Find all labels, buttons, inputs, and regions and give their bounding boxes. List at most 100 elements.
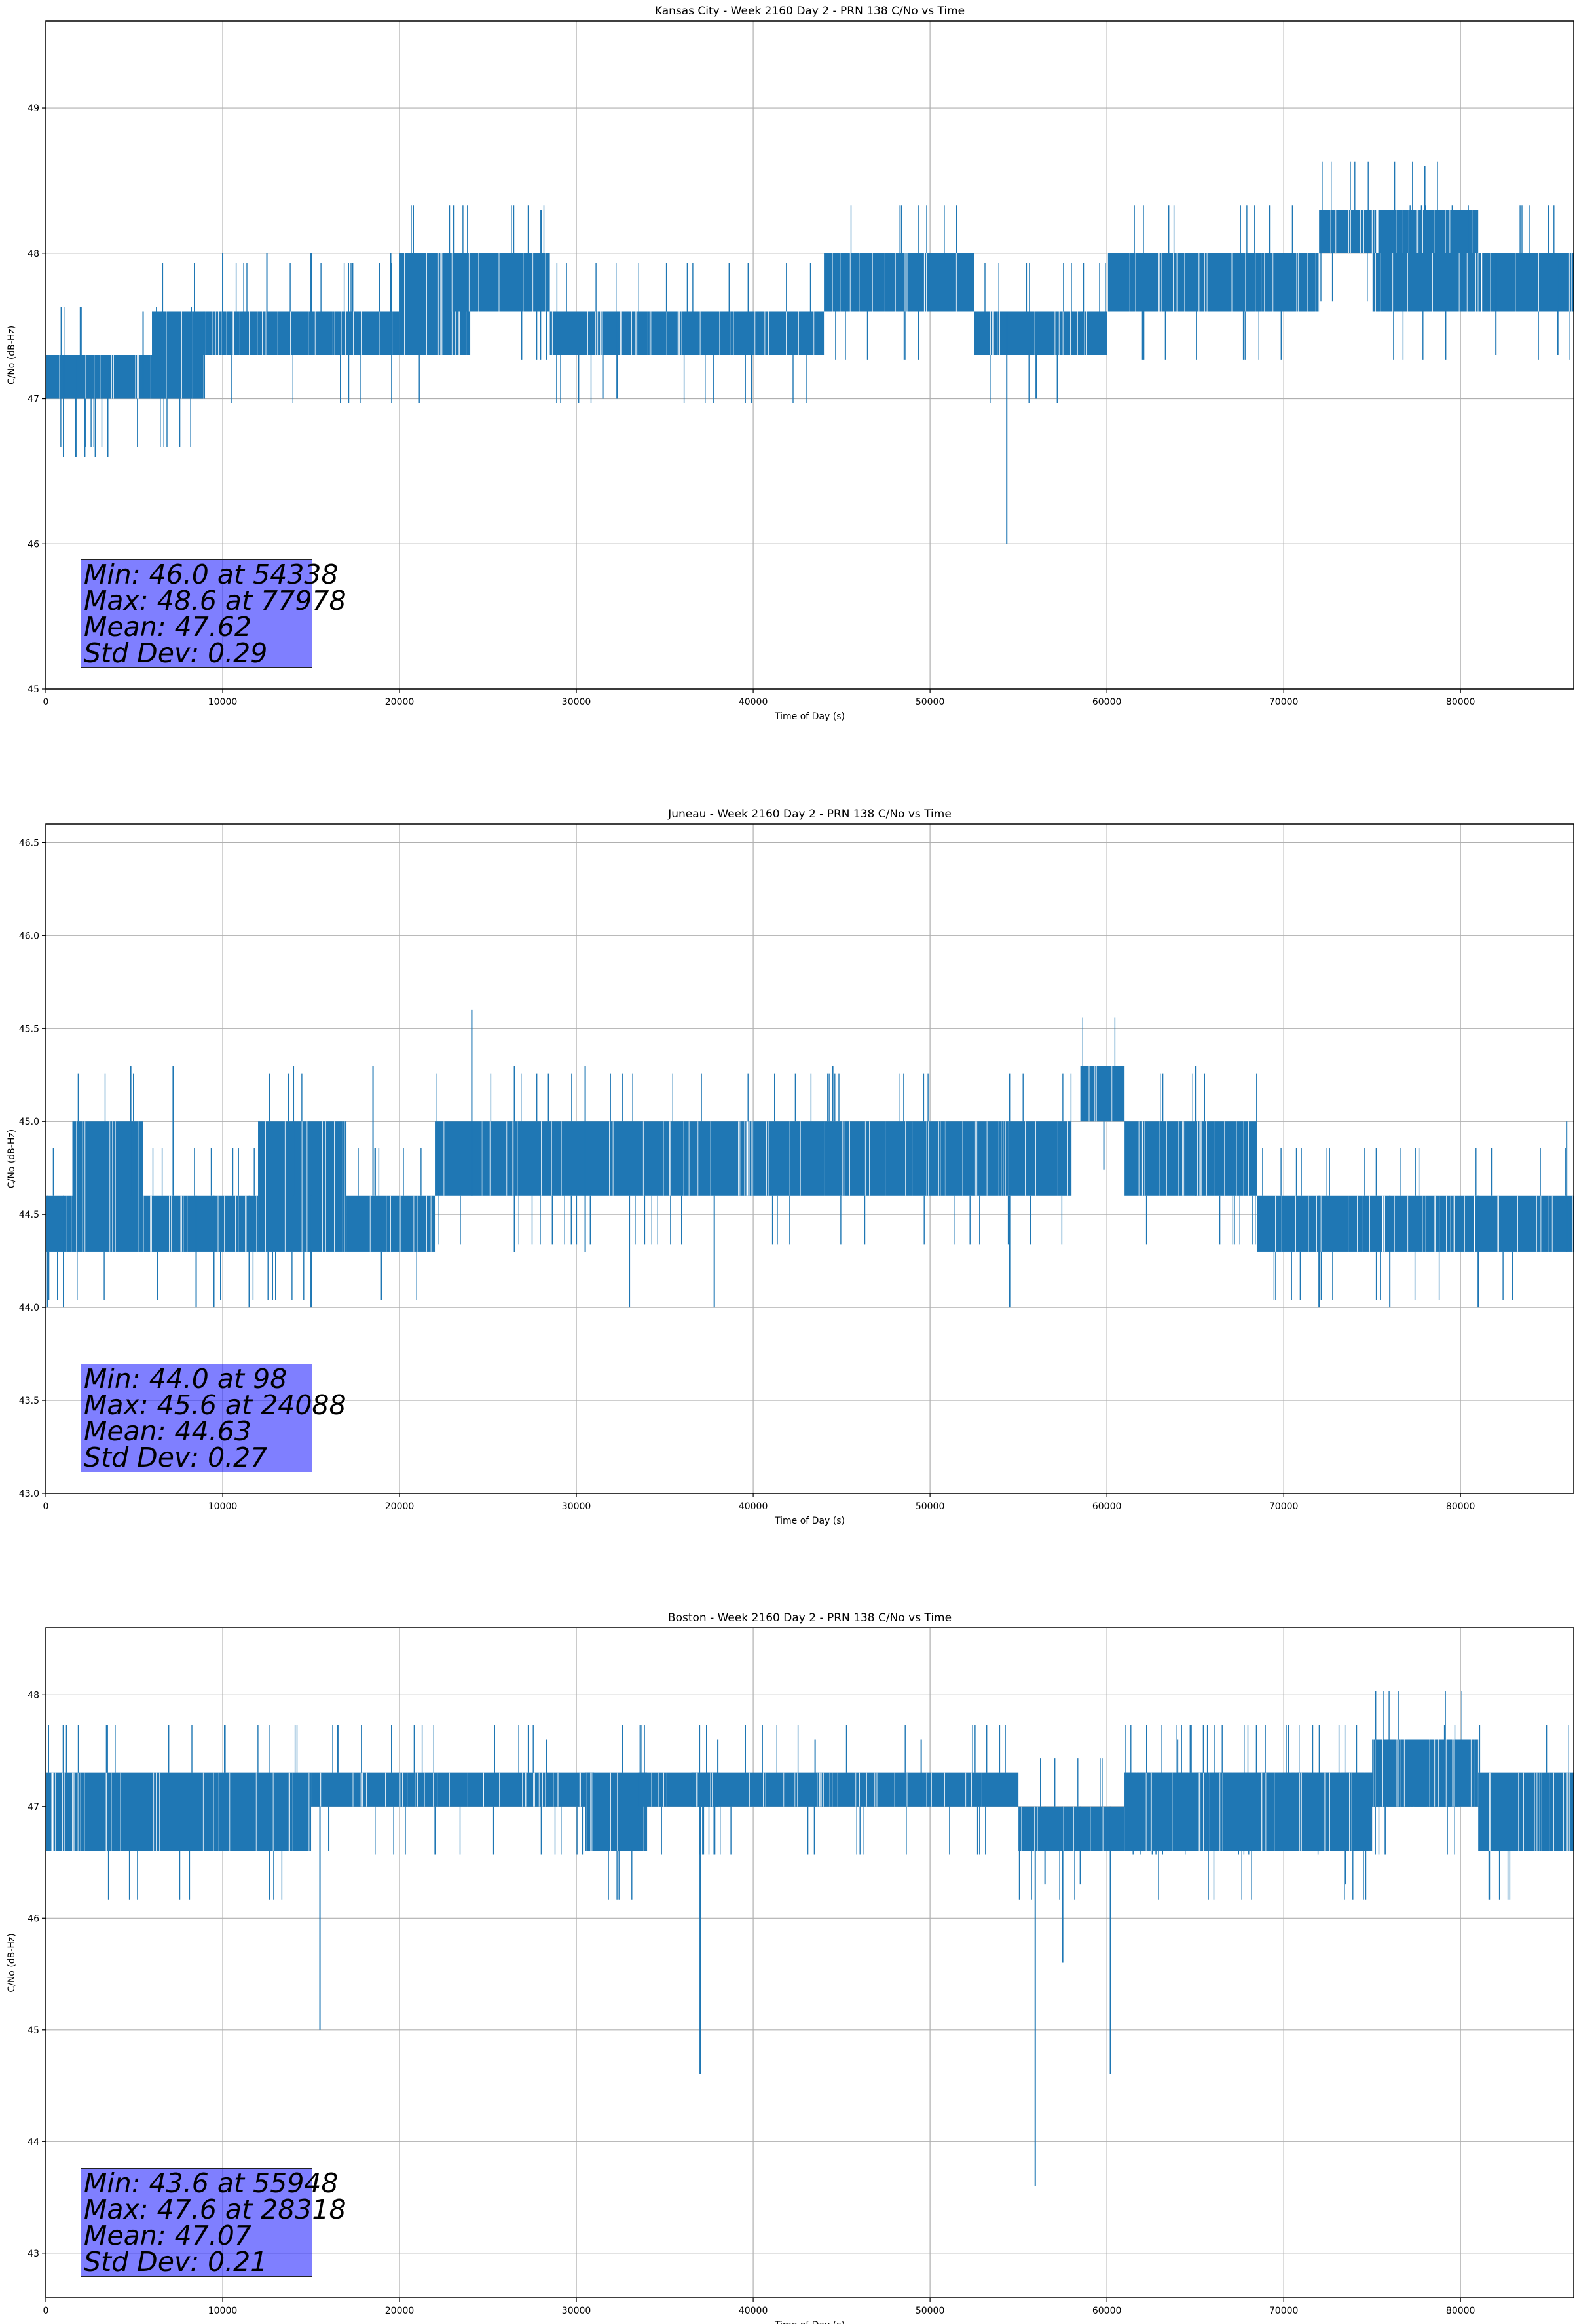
band-1 (72, 1121, 143, 1252)
y-tick-label: 46.5 (19, 838, 39, 848)
stats-line: Max: 48.6 at 77978 (84, 585, 346, 616)
series-line (46, 1691, 1574, 2186)
band-2 (585, 1772, 648, 1851)
x-tick-label: 80000 (1446, 2306, 1475, 2316)
band-8 (824, 1121, 913, 1196)
band-noise (923, 1073, 1072, 1245)
band-10 (1080, 1066, 1125, 1122)
band-gap-texture (443, 1121, 552, 1196)
x-tick-label: 30000 (562, 2306, 591, 2316)
band-noise (1375, 1691, 1462, 1855)
axes-frame (45, 1627, 1574, 2298)
y-tick-label: 48 (28, 1690, 39, 1700)
band-7 (824, 253, 974, 312)
stats-line: Std Dev: 0.29 (84, 637, 268, 669)
band-noise (1479, 1725, 1569, 1900)
band-noise (48, 1148, 58, 1300)
band-1 (311, 1772, 595, 1807)
band-gap-texture (1481, 1772, 1570, 1851)
band-gap-texture (561, 1121, 754, 1196)
band-noise (639, 1725, 716, 1855)
band-gap-texture (1271, 1195, 1573, 1252)
band-gap-texture (976, 311, 1087, 355)
band-gap-texture (320, 1772, 587, 1807)
x-tick-label: 60000 (1092, 2306, 1122, 2316)
band-1 (152, 311, 206, 399)
x-tick-label: 80000 (1446, 1501, 1475, 1512)
y-tick-label: 45 (28, 684, 39, 695)
x-tick-label: 0 (43, 697, 49, 707)
x-tick-label: 50000 (916, 1501, 945, 1512)
stats-box: Min: 44.0 at 98 Max: 45.6 at 24088 Mean: 4… (81, 1363, 346, 1472)
band-noise (564, 1073, 749, 1245)
band-gap-texture (265, 1121, 345, 1252)
x-axis-label: Time of Day (s) (774, 1516, 845, 1526)
band-gap-texture (696, 1772, 982, 1807)
band-6 (559, 1121, 754, 1196)
band-4 (691, 1772, 1019, 1807)
band-noise (467, 205, 547, 360)
y-tick-label: 43 (28, 2249, 39, 2259)
band-4 (443, 253, 550, 312)
chart-title: Boston - Week 2160 Day 2 - PRN 138 C/No … (668, 1611, 952, 1624)
band-noise (48, 1725, 298, 1900)
band-gap-texture (66, 1195, 72, 1252)
band-3 (258, 1121, 347, 1252)
axes-frame (45, 20, 1574, 690)
band-2 (203, 311, 400, 355)
band-gap-texture (1373, 1739, 1478, 1807)
band-noise (1145, 1073, 1257, 1245)
band-noise (162, 263, 195, 447)
y-tick-label: 46.0 (19, 931, 39, 941)
y-tick-label: 45.0 (19, 1117, 39, 1127)
x-tick-label: 40000 (739, 697, 768, 707)
x-tick-label: 70000 (1269, 2306, 1299, 2316)
band-10 (1319, 210, 1479, 253)
band-gap-texture (369, 1195, 432, 1252)
band-noise (665, 263, 811, 403)
band-gap-texture (205, 311, 393, 355)
x-tick-label: 50000 (916, 697, 945, 707)
band-gap-texture (832, 253, 969, 312)
x-tick-label: 20000 (385, 1501, 415, 1512)
y-tick-label: 48 (28, 249, 39, 259)
band-noise (231, 263, 392, 403)
band-gap-texture (76, 1121, 139, 1252)
band-9 (1478, 1772, 1574, 1851)
series-line (46, 161, 1574, 544)
y-tick-label: 46 (28, 539, 39, 550)
series-line (46, 1009, 1574, 1308)
y-tick-label: 43.5 (19, 1396, 39, 1406)
band-5 (549, 311, 648, 355)
y-axis-label: C/No (dB-Hz) (7, 1129, 17, 1188)
x-tick-label: 0 (43, 1501, 49, 1512)
band-11 (1124, 1121, 1257, 1196)
chart-title: Kansas City - Week 2160 Day 2 - PRN 138 … (655, 5, 965, 18)
x-tick-label: 0 (43, 2306, 49, 2316)
band-9 (1107, 253, 1320, 312)
band-9 (912, 1121, 1072, 1196)
band-gap-texture (1138, 1121, 1249, 1196)
band-gap-texture (766, 1121, 801, 1196)
band-gap-texture (649, 311, 815, 355)
y-tick-label: 45.5 (19, 1024, 39, 1034)
stats-line: Min: 44.0 at 98 (84, 1363, 288, 1395)
y-tick-label: 45 (28, 2025, 39, 2036)
band-5 (435, 1121, 559, 1196)
y-tick-label: 44.0 (19, 1303, 39, 1313)
x-tick-label: 10000 (208, 1501, 238, 1512)
y-tick-label: 46 (28, 1913, 39, 1924)
band-noise (835, 205, 957, 360)
band-0 (46, 1195, 73, 1252)
x-tick-label: 10000 (208, 697, 238, 707)
stats-line: Mean: 47.07 (84, 2220, 251, 2251)
y-tick-label: 44 (28, 2137, 39, 2147)
band-noise (1146, 1725, 1367, 1900)
chart-title: Juneau - Week 2160 Day 2 - PRN 138 C/No … (667, 808, 952, 821)
band-gap-texture (1145, 1772, 1358, 1851)
stats-line: Min: 46.0 at 54338 (84, 559, 339, 590)
band-noise (556, 263, 639, 403)
band-noise (436, 1073, 553, 1245)
band-7 (1124, 1772, 1373, 1851)
